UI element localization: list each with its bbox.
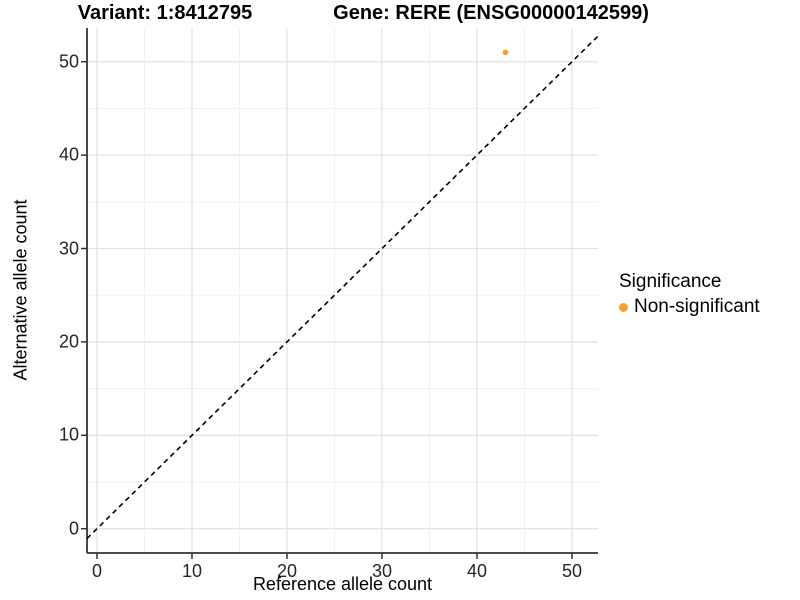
x-tick-label: 30 [371,561,392,581]
y-tick-label: 40 [58,144,79,165]
y-tick-label: 0 [68,518,79,539]
x-tick-label: 40 [466,561,487,581]
x-tick-label: 0 [91,561,102,581]
y-tick-label: 30 [58,238,79,259]
x-tick-label: 20 [276,561,297,581]
legend: Significance Non-significant [619,271,760,318]
identity-dashed-line [86,35,599,540]
y-tick-label: 50 [58,51,79,72]
plot-title-variant: Variant: 1:8412795 [77,2,253,24]
y-tick-label: 20 [58,331,79,352]
legend-title: Significance [619,271,722,292]
plot-title-gene: Gene: RERE (ENSG00000142599) [333,2,649,24]
x-tick-label: 50 [561,561,582,581]
legend-key-dot-icon [619,302,628,312]
y-tick-label: 10 [58,424,79,445]
legend-item: Non-significant [619,296,760,318]
legend-item-label: Non-significant [634,296,760,317]
x-tick-label: 10 [181,561,202,581]
data-point [502,49,509,56]
y-axis-title: Alternative allele count [10,199,31,381]
x-axis-title: Reference allele count [252,574,433,594]
